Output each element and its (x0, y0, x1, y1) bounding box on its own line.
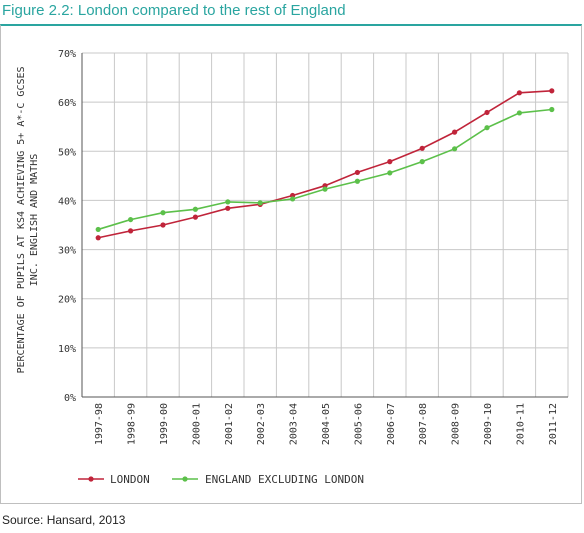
legend: LONDON ENGLAND EXCLUDING LONDON (78, 473, 364, 486)
x-tick-label: 2002-03 (256, 403, 267, 445)
data-point (128, 216, 134, 223)
y-tick-label: 70% (58, 49, 76, 60)
data-point (419, 145, 425, 151)
series-line-london (98, 90, 552, 239)
x-tick-label: 2011-12 (548, 403, 559, 445)
data-point (322, 186, 328, 192)
y-axis-label: PERCENTAGE OF PUPILS AT KS4 ACHIEVING 5+… (16, 66, 27, 373)
x-tick-label: 1999-00 (159, 403, 170, 445)
data-point (290, 196, 296, 202)
series-line-england-excluding-london (97, 108, 552, 231)
x-tick-label: 1997-98 (94, 403, 105, 445)
data-point (160, 222, 166, 228)
y-axis-ticks: 0% 10% 20% 30% 40% 50% 60% 70% (58, 49, 76, 404)
data-point (549, 88, 555, 94)
data-point (225, 199, 231, 205)
data-point (387, 170, 393, 176)
x-tick-label: 2010-11 (515, 403, 526, 445)
y-tick-label: 50% (58, 147, 76, 158)
y-axis-label-line2: INC. ENGLISH AND MATHS (29, 154, 40, 286)
x-tick-label: 2003-04 (289, 403, 300, 445)
x-tick-label: 2008-09 (451, 403, 462, 445)
chart-frame (0, 24, 582, 504)
y-tick-label: 0% (64, 393, 76, 404)
x-tick-label: 2006-07 (386, 403, 397, 445)
figure-title: Figure 2.2: London compared to the rest … (2, 2, 346, 19)
x-axis-ticks: 1997-98 1998-99 1999-00 2000-01 2001-02 2002-… (94, 403, 559, 445)
data-point (419, 159, 425, 165)
x-tick-label: 2000-01 (191, 403, 202, 445)
x-tick-label: 2009-10 (483, 403, 494, 445)
x-tick-label: 2005-06 (353, 403, 364, 445)
data-point (95, 235, 101, 241)
data-point (225, 205, 231, 211)
data-point (354, 169, 360, 176)
grid-lines (81, 52, 569, 398)
data-point (257, 200, 263, 206)
data-point (354, 178, 360, 184)
series-lines (95, 88, 555, 241)
y-tick-label: 20% (58, 295, 76, 306)
data-point (516, 110, 523, 116)
source-note: Source: Hansard, 2013 (2, 513, 126, 527)
data-point (452, 146, 458, 152)
y-tick-label: 60% (58, 98, 76, 109)
legend-label: LONDON (110, 473, 150, 486)
data-point (516, 90, 523, 96)
y-tick-label: 30% (58, 246, 76, 257)
data-point (484, 109, 490, 116)
data-point (160, 210, 166, 216)
legend-swatch-marker (182, 476, 188, 482)
data-point (95, 226, 101, 233)
data-point (128, 228, 134, 234)
data-point (192, 214, 198, 220)
x-tick-label: 2001-02 (224, 403, 235, 445)
data-point (484, 125, 490, 131)
x-tick-label: 2004-05 (321, 403, 332, 445)
data-point (549, 106, 555, 113)
data-point (452, 129, 458, 135)
y-tick-label: 40% (58, 196, 76, 207)
y-tick-label: 10% (58, 344, 76, 355)
legend-swatch-marker (88, 476, 94, 482)
data-point (192, 206, 198, 212)
x-tick-label: 1998-99 (127, 403, 138, 445)
x-tick-label: 2007-08 (418, 403, 429, 445)
data-point (387, 159, 393, 165)
legend-label: ENGLAND EXCLUDING LONDON (205, 473, 364, 486)
